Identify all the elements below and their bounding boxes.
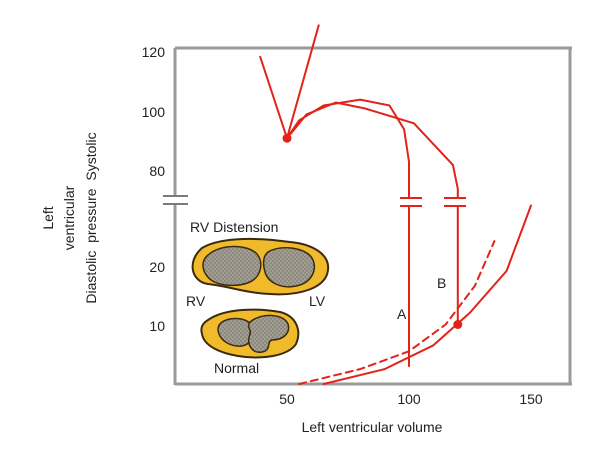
series-line-diastolic-rv-distension <box>322 204 532 385</box>
inset-label-normal: Normal <box>214 360 259 376</box>
y-tick-100: 100 <box>142 104 166 120</box>
marker-point-2 <box>453 320 463 329</box>
lv-cavity-compressed <box>262 246 316 288</box>
x-tick-labels: 50 100 150 <box>279 391 543 407</box>
inset-label-lv: LV <box>309 293 326 309</box>
y-tick-labels: 120 100 80 20 10 <box>142 44 166 334</box>
rv-distension-cross-section <box>191 237 330 296</box>
y-tick-20: 20 <box>149 259 165 275</box>
series-layer <box>259 24 532 385</box>
normal-cross-section <box>200 308 300 359</box>
plot-frame <box>163 46 572 386</box>
rv-cavity-normal <box>217 317 255 347</box>
y-axis-label: Left ventricular Diastolic pressure Syst… <box>40 132 99 303</box>
x-tick-50: 50 <box>279 391 295 407</box>
x-tick-150: 150 <box>519 391 543 407</box>
marker-point-1 <box>282 133 292 143</box>
series-line-diastolic-normal <box>298 240 496 385</box>
inset-label-rv: RV <box>186 293 206 309</box>
y-tick-80: 80 <box>149 163 165 179</box>
x-tick-100: 100 <box>397 391 421 407</box>
y-axis-label-line-3: Diastolic pressure Systolic <box>83 132 99 303</box>
point-label-a: A <box>397 306 407 322</box>
loop-break-marks <box>400 197 466 207</box>
rv-cavity-distended <box>202 245 262 287</box>
y-axis-label-line-1: Left <box>40 206 56 229</box>
y-axis-label-line-2: ventricular <box>61 185 77 250</box>
series-line-end-systolic <box>259 24 320 140</box>
inset-label-rv-distension: RV Distension <box>190 219 278 235</box>
x-axis-label: Left ventricular volume <box>302 419 443 435</box>
series-line-loop-a <box>286 98 410 368</box>
lv-cavity-normal <box>247 314 290 353</box>
y-tick-120: 120 <box>142 44 166 60</box>
y-tick-10: 10 <box>149 318 165 334</box>
point-label-b: B <box>437 275 446 291</box>
series-line-loop-b <box>286 101 459 326</box>
heart-inset: RV Distension RV LV Normal <box>186 219 330 376</box>
